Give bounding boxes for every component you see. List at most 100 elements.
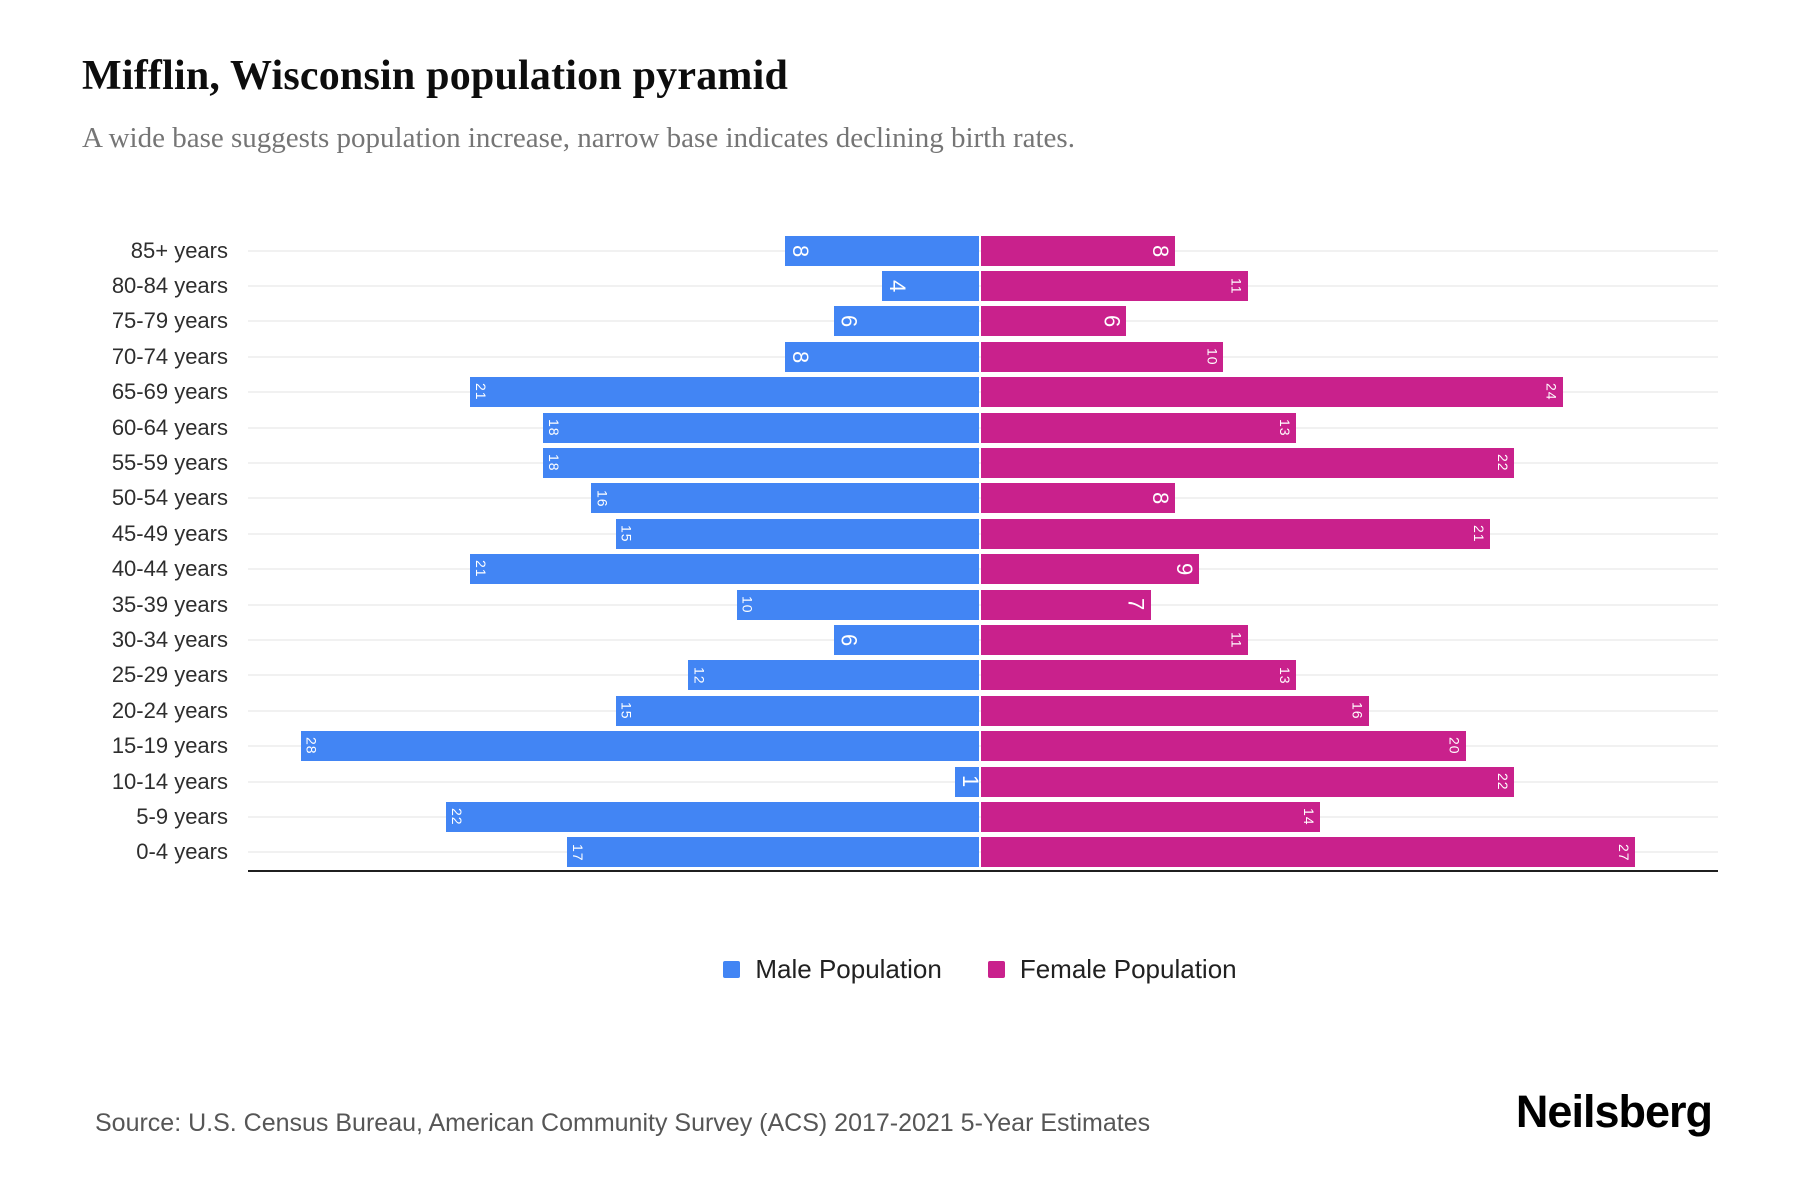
female-bar-value-label: 20 [1446,737,1463,755]
pyramid-chart: 85+ years 8 8 80-84 years 4 11 75-79 years 6 6 70… [95,233,1718,873]
male-bar[interactable]: 28 [300,731,979,762]
age-group-label: 80-84 years [111,273,228,299]
female-bar[interactable]: 11 [981,624,1248,655]
age-group-label: 15-19 years [111,733,228,759]
female-bar-value-label: 8 [1147,492,1173,505]
age-group-label: 25-29 years [111,662,228,688]
bar-track: 1 22 [240,764,1718,799]
pyramid-row: 20-24 years 15 16 [95,693,1718,728]
age-group-label: 10-14 years [111,768,228,794]
female-bar[interactable]: 20 [981,731,1466,762]
pyramid-row: 75-79 years 6 6 [95,304,1718,339]
bar-track: 28 20 [240,728,1718,763]
female-bar-value-label: 11 [1228,277,1245,295]
pyramid-row: 55-59 years 18 22 [95,445,1718,480]
male-bar[interactable]: 6 [833,306,979,337]
male-bar-value-label: 15 [618,701,635,720]
bar-track: 10 7 [240,587,1718,622]
male-bar-value-label: 8 [788,244,814,257]
legend-label-female: Female Population [1019,954,1237,985]
female-bar[interactable]: 13 [981,412,1296,443]
legend-item-female[interactable]: Female Population [987,954,1237,985]
age-group-label: 60-64 years [111,414,228,440]
legend: Male Population Female Population [0,954,1800,985]
pyramid-row: 45-49 years 15 21 [95,516,1718,551]
bar-track: 16 8 [240,481,1718,516]
pyramid-row: 15-19 years 28 20 [95,728,1718,763]
age-group-label: 30-34 years [111,626,228,652]
age-group-label: 85+ years [130,237,228,263]
male-bar[interactable]: 18 [542,448,979,479]
bar-track: 17 27 [240,835,1718,870]
female-bar[interactable]: 14 [981,801,1321,832]
pyramid-row: 5-9 years 22 14 [95,799,1718,834]
female-bar[interactable]: 16 [981,695,1369,726]
female-bar[interactable]: 9 [981,554,1200,585]
age-group-label: 55-59 years [111,450,228,476]
male-bar[interactable]: 22 [445,801,979,832]
male-bar[interactable]: 8 [785,341,979,372]
legend-item-male[interactable]: Male Population [723,954,942,985]
bar-track: 21 9 [240,552,1718,587]
bar-track: 12 13 [240,658,1718,693]
female-bar-value-label: 22 [1495,772,1512,791]
female-bar[interactable]: 24 [981,377,1563,408]
pyramid-row: 70-74 years 8 10 [95,339,1718,374]
female-bar[interactable]: 13 [981,660,1296,691]
bar-track: 8 10 [240,339,1718,374]
pyramid-row: 35-39 years 10 7 [95,587,1718,622]
age-group-label: 5-9 years [136,803,228,829]
male-bar[interactable]: 18 [542,412,979,443]
bar-track: 4 11 [240,268,1718,303]
pyramid-row: 60-64 years 18 13 [95,410,1718,445]
male-bar-value-label: 22 [448,808,465,826]
male-bar[interactable]: 15 [615,695,979,726]
male-bar[interactable]: 1 [954,766,983,797]
female-bar[interactable]: 8 [981,483,1175,514]
pyramid-row: 25-29 years 12 13 [95,658,1718,693]
female-bar[interactable]: 11 [981,271,1248,302]
female-bar[interactable]: 21 [981,518,1490,549]
male-bar[interactable]: 21 [470,554,979,585]
female-bar-value-label: 8 [1147,244,1173,257]
page-subtitle: A wide base suggests population increase… [82,122,1075,154]
female-bar[interactable]: 22 [981,766,1515,797]
source-attribution: Source: U.S. Census Bureau, American Com… [95,1109,1151,1137]
male-bar[interactable]: 17 [567,837,979,868]
male-bar[interactable]: 4 [882,271,979,302]
female-bar[interactable]: 27 [981,837,1636,868]
male-bar-value-label: 28 [303,737,320,755]
male-bar-value-label: 21 [473,560,490,578]
male-bar[interactable]: 15 [615,518,979,549]
age-group-label: 75-79 years [111,308,228,334]
female-bar[interactable]: 10 [981,341,1224,372]
age-group-label: 65-69 years [111,379,228,405]
male-bar[interactable]: 10 [736,589,979,620]
male-bar[interactable]: 6 [833,624,979,655]
pyramid-row: 0-4 years 17 27 [95,835,1718,870]
female-bar[interactable]: 7 [981,589,1151,620]
male-bar[interactable]: 16 [591,483,979,514]
age-group-label: 45-49 years [111,520,228,546]
pyramid-row: 40-44 years 21 9 [95,552,1718,587]
female-bar-value-label: 21 [1470,525,1487,543]
female-bar-value-label: 16 [1349,701,1366,720]
male-bar-value-label: 12 [691,666,708,685]
female-bar-value-label: 13 [1276,418,1293,437]
female-bar[interactable]: 8 [981,235,1175,266]
age-group-label: 20-24 years [111,697,228,723]
male-bar[interactable]: 12 [688,660,979,691]
female-bar-value-label: 7 [1123,598,1149,611]
female-bar[interactable]: 22 [981,448,1515,479]
pyramid-row: 80-84 years 4 11 [95,268,1718,303]
bar-track: 18 13 [240,410,1718,445]
female-bar-value-label: 22 [1495,454,1512,472]
pyramid-rows: 85+ years 8 8 80-84 years 4 11 75-79 years 6 6 70… [95,233,1718,870]
age-group-label: 70-74 years [111,343,228,369]
female-bar-value-label: 24 [1543,383,1560,402]
female-bar[interactable]: 6 [981,306,1127,337]
male-bar[interactable]: 8 [785,235,979,266]
male-bar[interactable]: 21 [470,377,979,408]
